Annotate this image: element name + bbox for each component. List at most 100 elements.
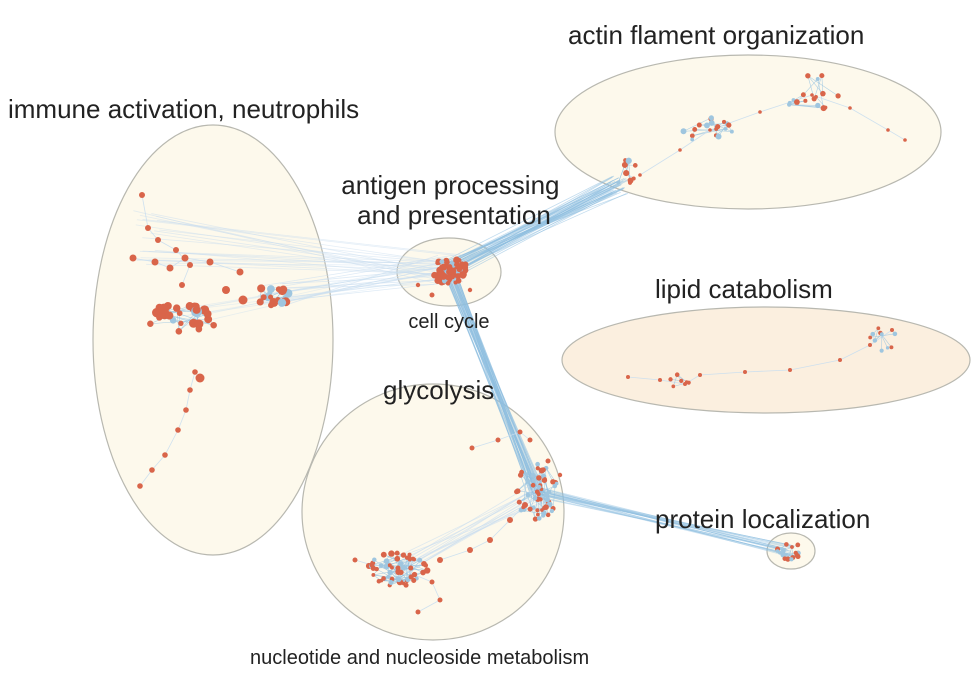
cluster-ellipse-immune (92, 124, 334, 556)
label-cell-cycle: cell cycle (408, 311, 489, 333)
network-node (175, 427, 181, 433)
inter-cluster-edge (537, 496, 787, 550)
network-node (708, 128, 712, 132)
intra-cluster-edge (821, 75, 824, 94)
chain-edge (869, 329, 893, 346)
inter-cluster-edge (136, 259, 446, 271)
network-node (626, 375, 630, 379)
network-node (155, 237, 161, 243)
network-node (835, 93, 841, 99)
chain-edge (439, 549, 471, 561)
network-node (870, 331, 876, 337)
network-node (795, 553, 801, 560)
network-node (703, 122, 710, 129)
network-node (889, 345, 894, 350)
inter-cluster-edge (532, 485, 796, 558)
network-node (172, 304, 181, 312)
network-node (194, 319, 204, 329)
network-node (532, 516, 539, 522)
network-node (788, 368, 792, 372)
network-node (378, 563, 384, 568)
chain-edge (497, 431, 521, 441)
chain-edge (431, 581, 441, 601)
intra-cluster-edge (694, 129, 732, 132)
network-node (525, 492, 531, 498)
network-node (530, 472, 536, 479)
chain-edge (627, 376, 661, 381)
inter-cluster-edge (531, 488, 792, 552)
label-antigen-line2: and presentation (357, 200, 551, 230)
network-node (195, 373, 205, 383)
inter-cluster-edge (531, 489, 793, 547)
chain-edge (759, 94, 813, 113)
network-node (162, 452, 168, 458)
network-node (257, 284, 266, 293)
network-node (622, 163, 628, 168)
network-node (789, 557, 794, 562)
network-node (388, 550, 395, 557)
network-node (890, 328, 894, 332)
network-node (879, 348, 884, 353)
network-node (820, 105, 827, 112)
network-node (268, 302, 275, 309)
network-node (879, 332, 884, 336)
network-node (547, 490, 552, 495)
network-node (537, 484, 542, 489)
network-node (516, 499, 522, 505)
network-node (545, 458, 551, 464)
label-lipid-catabolism: lipid catabolism (655, 274, 833, 304)
intra-cluster-edge (813, 75, 823, 99)
intra-cluster-edge (180, 313, 208, 324)
network-node (678, 148, 682, 152)
network-node (467, 547, 473, 553)
inter-cluster-edge (448, 184, 622, 278)
network-node (715, 123, 721, 130)
cluster-labels: immune activation, neutrophils actin fla… (8, 20, 870, 669)
network-node (819, 73, 825, 79)
network-node (795, 542, 801, 548)
chain-edge (639, 149, 681, 176)
network-node (638, 173, 642, 177)
inter-cluster-edge (264, 283, 442, 304)
inter-cluster-edge (148, 251, 446, 263)
network-node (389, 565, 394, 570)
network-node (437, 557, 443, 563)
chain-edge (471, 439, 499, 449)
network-node (429, 579, 435, 585)
inter-cluster-edge (536, 488, 795, 549)
network-node (876, 326, 881, 331)
network-node (868, 343, 872, 347)
inter-cluster-edge (532, 489, 787, 551)
network-node (372, 557, 377, 562)
network-node (543, 492, 550, 498)
intra-cluster-edge (517, 490, 539, 495)
network-node (668, 377, 673, 382)
chain-edge (659, 379, 686, 385)
chain-edge (141, 194, 149, 229)
cluster-ellipse-glycolysis (301, 383, 565, 641)
inter-cluster-edge (538, 487, 794, 554)
network-node (415, 609, 421, 615)
network-node (454, 262, 459, 267)
network-node (684, 380, 689, 384)
network-node (708, 120, 715, 126)
network-node (715, 133, 722, 140)
inter-cluster-edge (440, 188, 624, 265)
intra-cluster-edge (373, 574, 389, 578)
network-node (260, 294, 267, 301)
network-node (402, 552, 406, 557)
network-node (544, 496, 551, 503)
network-node (376, 578, 382, 584)
chain-edge (184, 257, 211, 263)
network-node (383, 564, 389, 569)
network-node (550, 479, 556, 485)
network-node (388, 579, 394, 585)
network-node (540, 467, 546, 473)
chain-edge (789, 359, 841, 371)
chain-edge (887, 129, 906, 141)
inter-cluster-edge (146, 263, 446, 275)
inter-cluster-edge (284, 278, 463, 289)
network-node (179, 282, 185, 288)
network-node (210, 321, 217, 329)
inter-cluster-edge (179, 277, 453, 312)
